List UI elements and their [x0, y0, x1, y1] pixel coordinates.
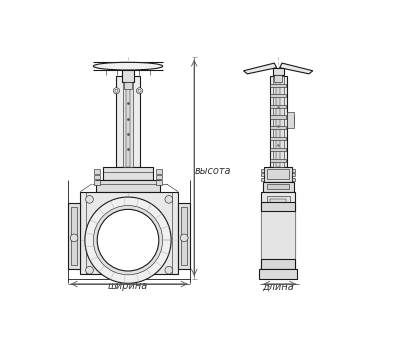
- Bar: [94, 169, 100, 174]
- Bar: [156, 175, 162, 179]
- Bar: [274, 75, 282, 82]
- Bar: [287, 112, 294, 128]
- Bar: [261, 211, 295, 269]
- Bar: [292, 173, 295, 176]
- Circle shape: [113, 88, 120, 94]
- Ellipse shape: [93, 62, 163, 70]
- Circle shape: [136, 88, 143, 94]
- Bar: [276, 76, 280, 167]
- Bar: [264, 167, 292, 182]
- Circle shape: [93, 206, 163, 275]
- Text: длина: длина: [262, 281, 294, 291]
- Circle shape: [97, 209, 159, 271]
- Circle shape: [180, 234, 188, 242]
- Bar: [181, 207, 187, 265]
- Bar: [270, 104, 286, 108]
- Circle shape: [86, 266, 93, 274]
- Bar: [270, 137, 286, 140]
- Bar: [270, 148, 286, 151]
- Bar: [270, 116, 286, 119]
- Bar: [178, 203, 190, 269]
- Bar: [292, 178, 295, 181]
- Circle shape: [86, 195, 93, 203]
- Polygon shape: [280, 63, 313, 74]
- Circle shape: [85, 197, 171, 283]
- Bar: [261, 192, 295, 274]
- Bar: [156, 169, 162, 174]
- Bar: [267, 195, 290, 270]
- Text: высота: высота: [194, 166, 231, 176]
- Bar: [267, 184, 289, 189]
- Bar: [273, 68, 284, 75]
- Bar: [123, 76, 133, 167]
- Bar: [270, 199, 286, 266]
- Bar: [94, 175, 100, 179]
- Bar: [122, 70, 134, 82]
- Bar: [261, 169, 264, 172]
- Bar: [261, 173, 264, 176]
- Polygon shape: [244, 63, 277, 74]
- Bar: [71, 207, 77, 265]
- Bar: [259, 269, 297, 279]
- Bar: [156, 180, 162, 185]
- Bar: [261, 202, 295, 211]
- Bar: [124, 82, 132, 89]
- Bar: [263, 182, 294, 192]
- Circle shape: [165, 195, 173, 203]
- Bar: [96, 180, 160, 192]
- Bar: [80, 192, 178, 274]
- Bar: [270, 158, 286, 162]
- Bar: [126, 76, 130, 167]
- Bar: [68, 203, 80, 269]
- Bar: [116, 76, 140, 167]
- Bar: [270, 126, 286, 129]
- Bar: [103, 167, 153, 180]
- Bar: [270, 76, 287, 167]
- Bar: [292, 169, 295, 172]
- Text: ширина: ширина: [108, 281, 148, 291]
- Bar: [270, 84, 286, 87]
- Circle shape: [70, 234, 78, 242]
- Bar: [261, 260, 295, 269]
- Bar: [270, 94, 286, 97]
- Bar: [94, 180, 100, 185]
- Bar: [267, 169, 289, 179]
- Bar: [273, 76, 284, 167]
- Bar: [261, 178, 264, 181]
- Circle shape: [165, 266, 173, 274]
